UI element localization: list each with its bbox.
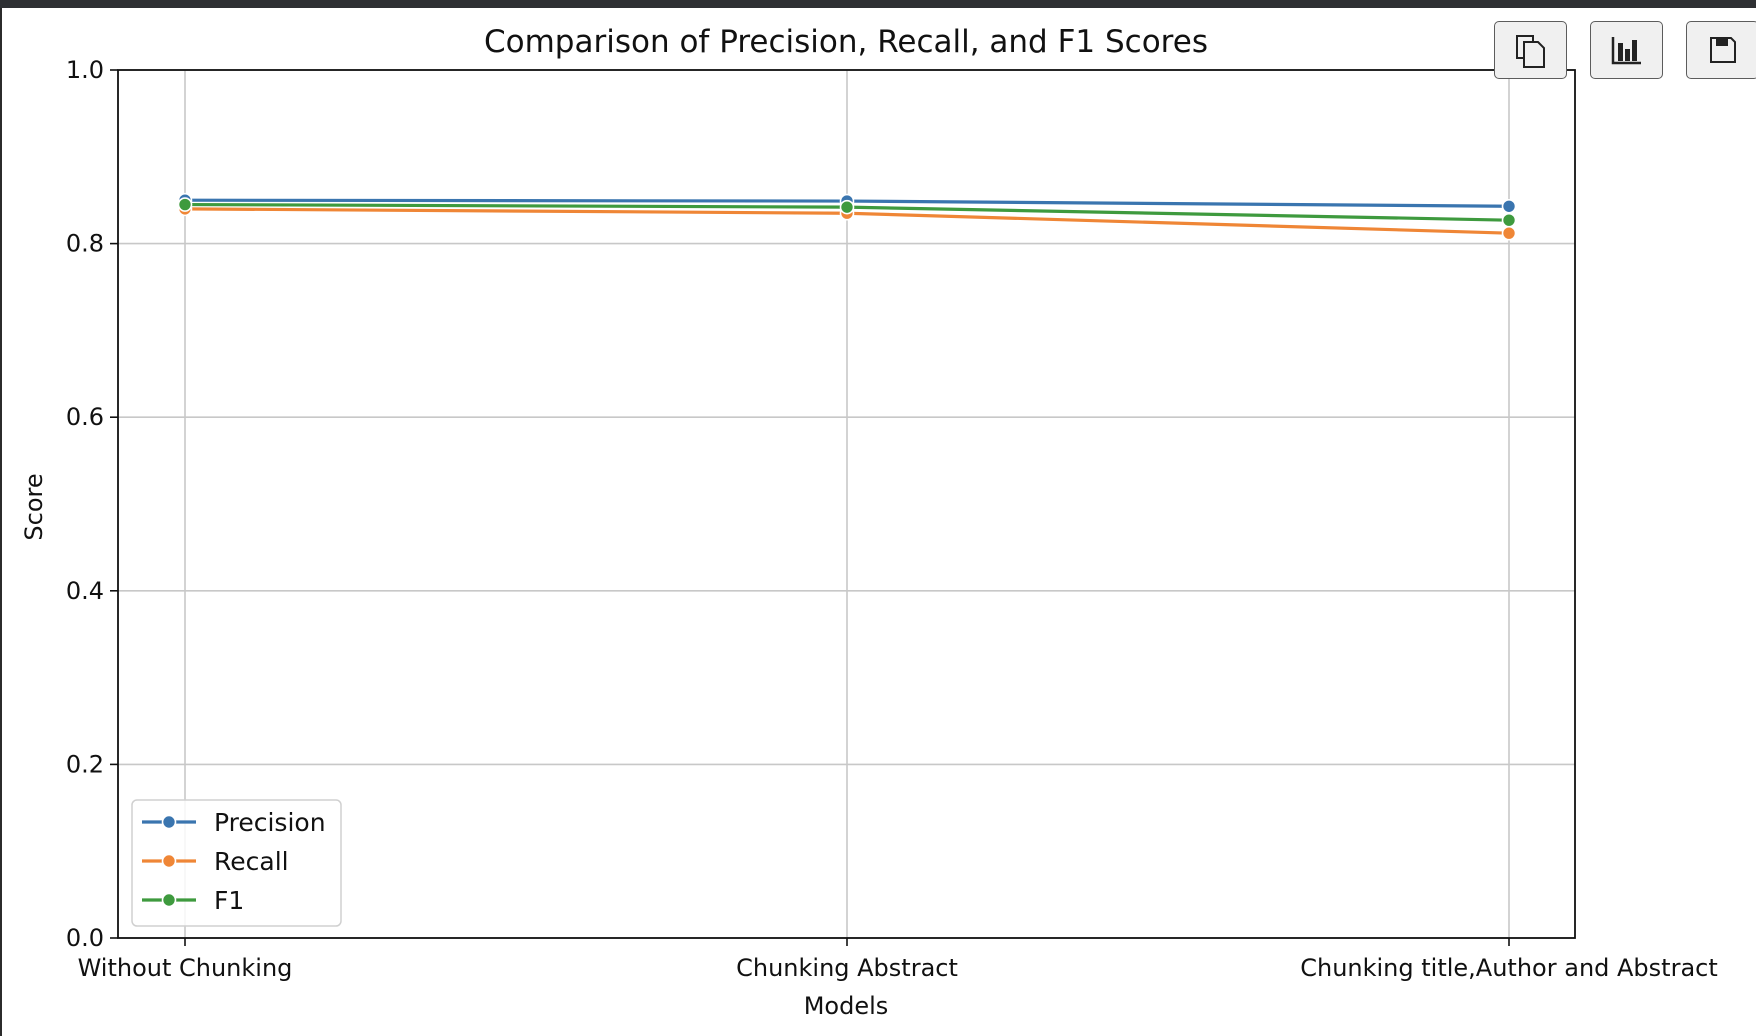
data-point-recall [1501, 225, 1517, 241]
series-layer [177, 192, 1517, 241]
save-button[interactable] [1686, 21, 1756, 79]
plot-frame [117, 69, 1576, 939]
y-tick-label: 0.2 [66, 750, 104, 778]
y-tick-label: 0.8 [66, 230, 104, 258]
y-tick-label: 1.0 [66, 56, 104, 84]
x-tick-label: Chunking Abstract [736, 954, 958, 982]
y-tick-label: 0.0 [66, 924, 104, 952]
legend-marker [161, 814, 177, 830]
legend: Precision Recall F1 [131, 799, 342, 927]
x-tick-label: Chunking title,Author and Abstract [1300, 954, 1718, 982]
data-point-f1 [177, 197, 193, 212]
legend-box [131, 799, 342, 927]
chart-title: Comparison of Precision, Recall, and F1 … [484, 24, 1208, 60]
chart-button[interactable] [1590, 21, 1663, 79]
legend-label: F1 [214, 886, 244, 915]
y-tick-label: 0.4 [66, 577, 104, 605]
data-point-precision [1501, 198, 1517, 214]
legend-marker [161, 892, 177, 908]
y-tick-label: 0.6 [66, 403, 104, 431]
data-point-f1 [839, 199, 855, 215]
y-axis-label: Score [20, 473, 48, 540]
bar-chart-icon [1611, 37, 1641, 65]
data-point-f1 [1501, 212, 1517, 228]
x-tick-label: Without Chunking [78, 954, 293, 982]
save-icon [1709, 37, 1736, 63]
legend-label: Recall [214, 847, 289, 876]
copy-icon [1515, 35, 1545, 68]
tick-labels: 0.0 0.2 0.4 0.6 0.8 1.0 Without Chunking Chunki… [66, 56, 1718, 982]
legend-marker [161, 853, 177, 869]
window-top-bar [0, 0, 1756, 8]
copy-button[interactable] [1494, 21, 1567, 79]
legend-label: Precision [214, 808, 326, 837]
axes [110, 69, 1576, 946]
x-axis-label: Models [804, 992, 889, 1020]
